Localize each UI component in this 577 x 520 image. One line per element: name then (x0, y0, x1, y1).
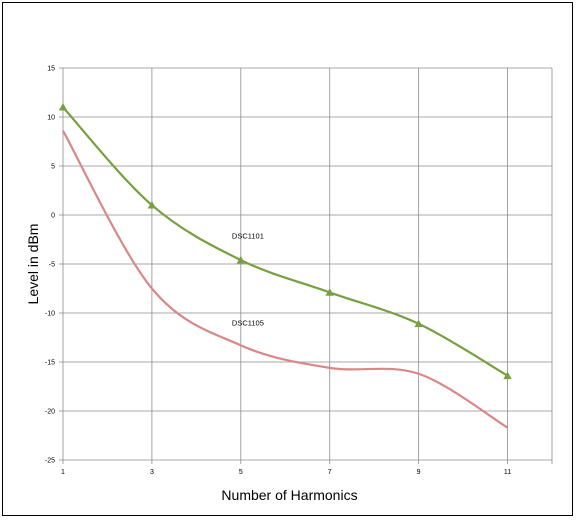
x-tick-label: 7 (328, 469, 332, 476)
x-tick-label: 1 (61, 469, 65, 476)
y-tick-label: -20 (45, 409, 55, 416)
y-tick-label: 5 (51, 164, 55, 171)
y-tick-label: 0 (51, 213, 55, 220)
x-tick-label: 5 (239, 469, 243, 476)
x-tick-label: 3 (150, 469, 154, 476)
data-point-marker (325, 288, 334, 296)
data-point-marker (58, 103, 68, 111)
y-tick-label: 15 (47, 66, 55, 73)
grid-lines (59, 67, 553, 464)
data-point-marker (503, 371, 512, 380)
y-tick-label: 10 (47, 115, 55, 122)
y-axis-ticks: 15 10 5 0 -5 -10 -15 -20 -25 (45, 66, 55, 465)
series-label-dsc1105: DSC1105 (232, 319, 264, 328)
y-tick-label: -5 (49, 262, 55, 269)
chart-frame (2, 2, 573, 516)
x-axis-title: Number of Harmonics (221, 487, 357, 503)
series-line-dsc1105 (62, 130, 509, 429)
series-line-dsc1101 (62, 106, 509, 377)
series-lines (58, 103, 512, 429)
y-tick-label: -15 (45, 360, 55, 367)
y-tick-label: -25 (45, 458, 55, 465)
x-tick-label: 11 (504, 469, 511, 476)
data-point-marker (147, 201, 157, 209)
data-point-marker (236, 255, 246, 264)
data-point-marker (414, 319, 423, 328)
y-tick-label: -10 (45, 311, 55, 318)
y-axis-title: Level in dBm (25, 224, 41, 305)
x-axis-ticks: 1 3 5 7 9 11 (61, 469, 511, 476)
series-labels: DSC1101 DSC1105 (232, 232, 264, 328)
x-tick-label: 9 (417, 469, 421, 476)
series-label-dsc1101: DSC1101 (232, 232, 264, 241)
